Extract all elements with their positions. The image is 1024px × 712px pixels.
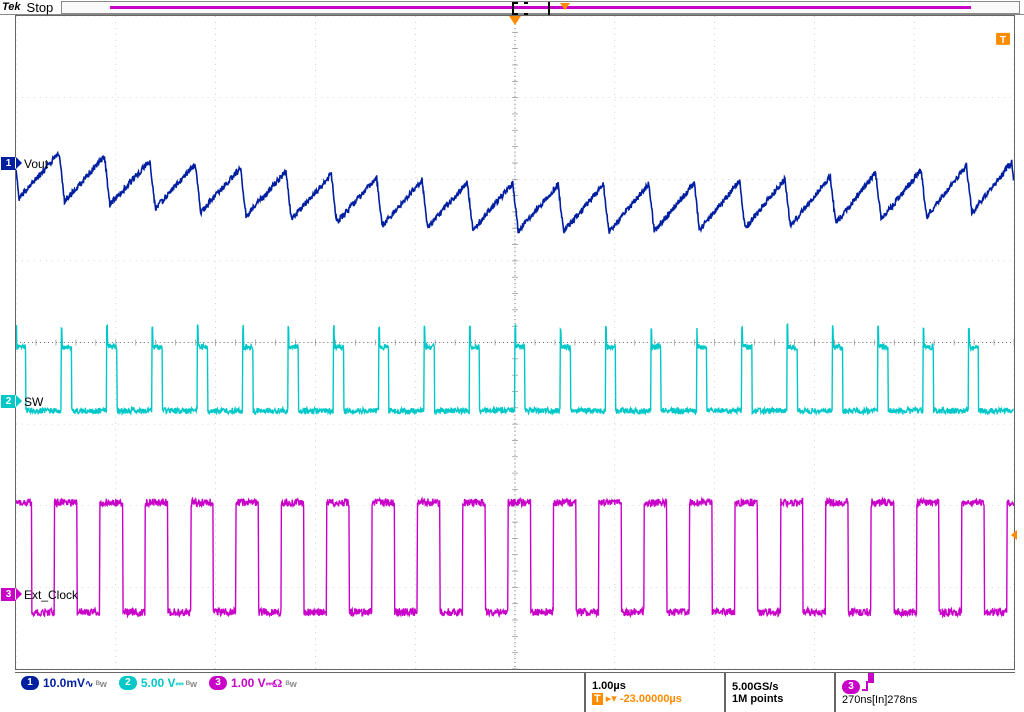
- rising-edge-icon: [862, 681, 876, 693]
- trigger-readout: 3 270ns[In]278ns: [835, 673, 1015, 712]
- channel-readout-3: 31.00 V⎓Ω ᴮw: [203, 673, 303, 693]
- oscilloscope-screenshot: Tek Stop T 1Vout2SW3Ext_Clock 110.0mV∿ ᴮ…: [0, 0, 1024, 712]
- vendor-logo: Tek: [0, 1, 23, 13]
- run-status: Stop: [23, 0, 58, 15]
- waveform-display: T 1Vout2SW3Ext_Clock: [15, 15, 1015, 670]
- channel-marker-1: 1: [1, 157, 16, 170]
- timebase-scale: 1.00µs: [592, 680, 626, 692]
- waveform-svg: T: [16, 16, 1014, 669]
- readout-bar: 110.0mV∿ ᴮw25.00 V⎓ ᴮw31.00 V⎓Ω ᴮw 1.00µ…: [15, 672, 1015, 712]
- trigger-source: 3: [842, 680, 1009, 694]
- sample-rate: 5.00GS/s: [732, 681, 778, 693]
- measurement-text: 270ns[In]278ns: [842, 694, 1009, 706]
- record-length: 1M points: [732, 693, 783, 705]
- channel-label-3: Ext_Clock: [24, 588, 78, 602]
- top-bar: Tek Stop: [0, 0, 1024, 15]
- channel-marker-2: 2: [1, 395, 16, 408]
- timebase-readout: 1.00µs T ▸▾ -23.00000µs: [585, 673, 725, 712]
- acquisition-readout: 5.00GS/s 1M points: [725, 673, 835, 712]
- trigger-delay: T ▸▾ -23.00000µs: [592, 692, 718, 705]
- channel-label-1: Vout: [24, 157, 48, 171]
- channel-readout-2: 25.00 V⎓ ᴮw: [113, 673, 203, 693]
- channel-label-2: SW: [24, 395, 43, 409]
- svg-text:T: T: [1000, 35, 1006, 46]
- channel-readout-1: 110.0mV∿ ᴮw: [15, 673, 113, 693]
- channel-marker-3: 3: [1, 588, 16, 601]
- trigger-level-marker: [1011, 530, 1017, 540]
- record-timeline: [61, 1, 1020, 14]
